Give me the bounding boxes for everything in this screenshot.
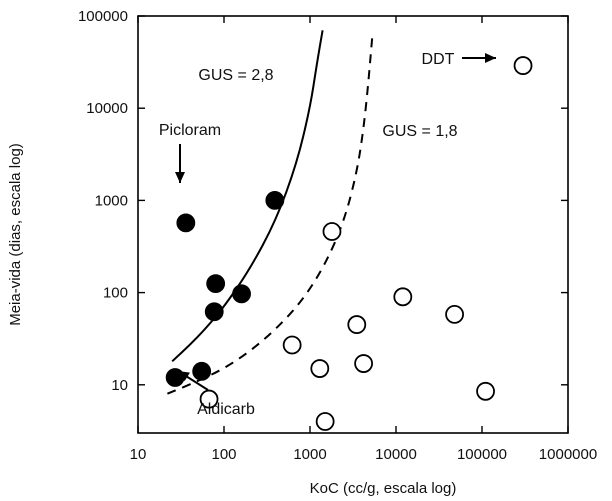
open-point xyxy=(354,354,373,373)
open-point xyxy=(476,381,495,401)
x-tick-label: 100000 xyxy=(457,446,507,463)
filled-point xyxy=(192,361,212,381)
aldicarb-label: Aldicarb xyxy=(197,401,255,418)
x-tick-label: 10 xyxy=(130,446,147,463)
axes xyxy=(137,15,569,434)
y-axis-label: Meia-vida (dias, escala log) xyxy=(7,143,24,326)
plot-frame xyxy=(137,15,569,434)
open-point xyxy=(310,359,330,378)
y-tick-label: 10000 xyxy=(86,100,128,117)
gus-2-8-label: GUS = 2,8 xyxy=(198,67,273,84)
open-point xyxy=(513,56,533,75)
open-point xyxy=(282,335,302,355)
picloram-label: Picloram xyxy=(159,122,221,139)
ddt-arrow-head xyxy=(485,53,496,63)
open-point xyxy=(315,412,335,431)
open-point xyxy=(322,222,342,241)
open-point xyxy=(445,305,464,324)
open-point xyxy=(393,287,413,307)
gus-1-8-curve xyxy=(167,36,374,395)
open-point xyxy=(199,389,219,409)
data-points xyxy=(165,56,533,431)
open-point xyxy=(347,315,367,334)
filled-point xyxy=(204,302,224,322)
picloram-arrow-head xyxy=(175,172,185,183)
aldicarb-arrow-head xyxy=(178,371,190,382)
x-tick-label: 1000000 xyxy=(539,446,597,463)
filled-point xyxy=(232,284,251,304)
x-axis-label: KoC (cc/g, escala log) xyxy=(310,480,457,497)
filled-point xyxy=(206,274,226,294)
gus-1-8-label: GUS = 1,8 xyxy=(382,123,457,140)
ddt-label: DDT xyxy=(422,51,455,68)
x-tick-label: 100 xyxy=(211,446,236,463)
y-tick-label: 100000 xyxy=(78,8,128,25)
y-tick-label: 10 xyxy=(111,377,128,394)
x-tick-label: 10000 xyxy=(375,446,417,463)
filled-point xyxy=(176,213,196,233)
x-tick-label: 1000 xyxy=(293,446,326,463)
labels: 10 100 1000 10000 100000 1000000 10 100 1000 1000… xyxy=(7,8,597,497)
filled-point xyxy=(265,190,285,210)
gus-2-8-curve xyxy=(171,30,324,363)
gus-curves xyxy=(167,30,374,395)
y-tick-label: 1000 xyxy=(95,192,128,209)
y-tick-label: 100 xyxy=(103,285,128,302)
